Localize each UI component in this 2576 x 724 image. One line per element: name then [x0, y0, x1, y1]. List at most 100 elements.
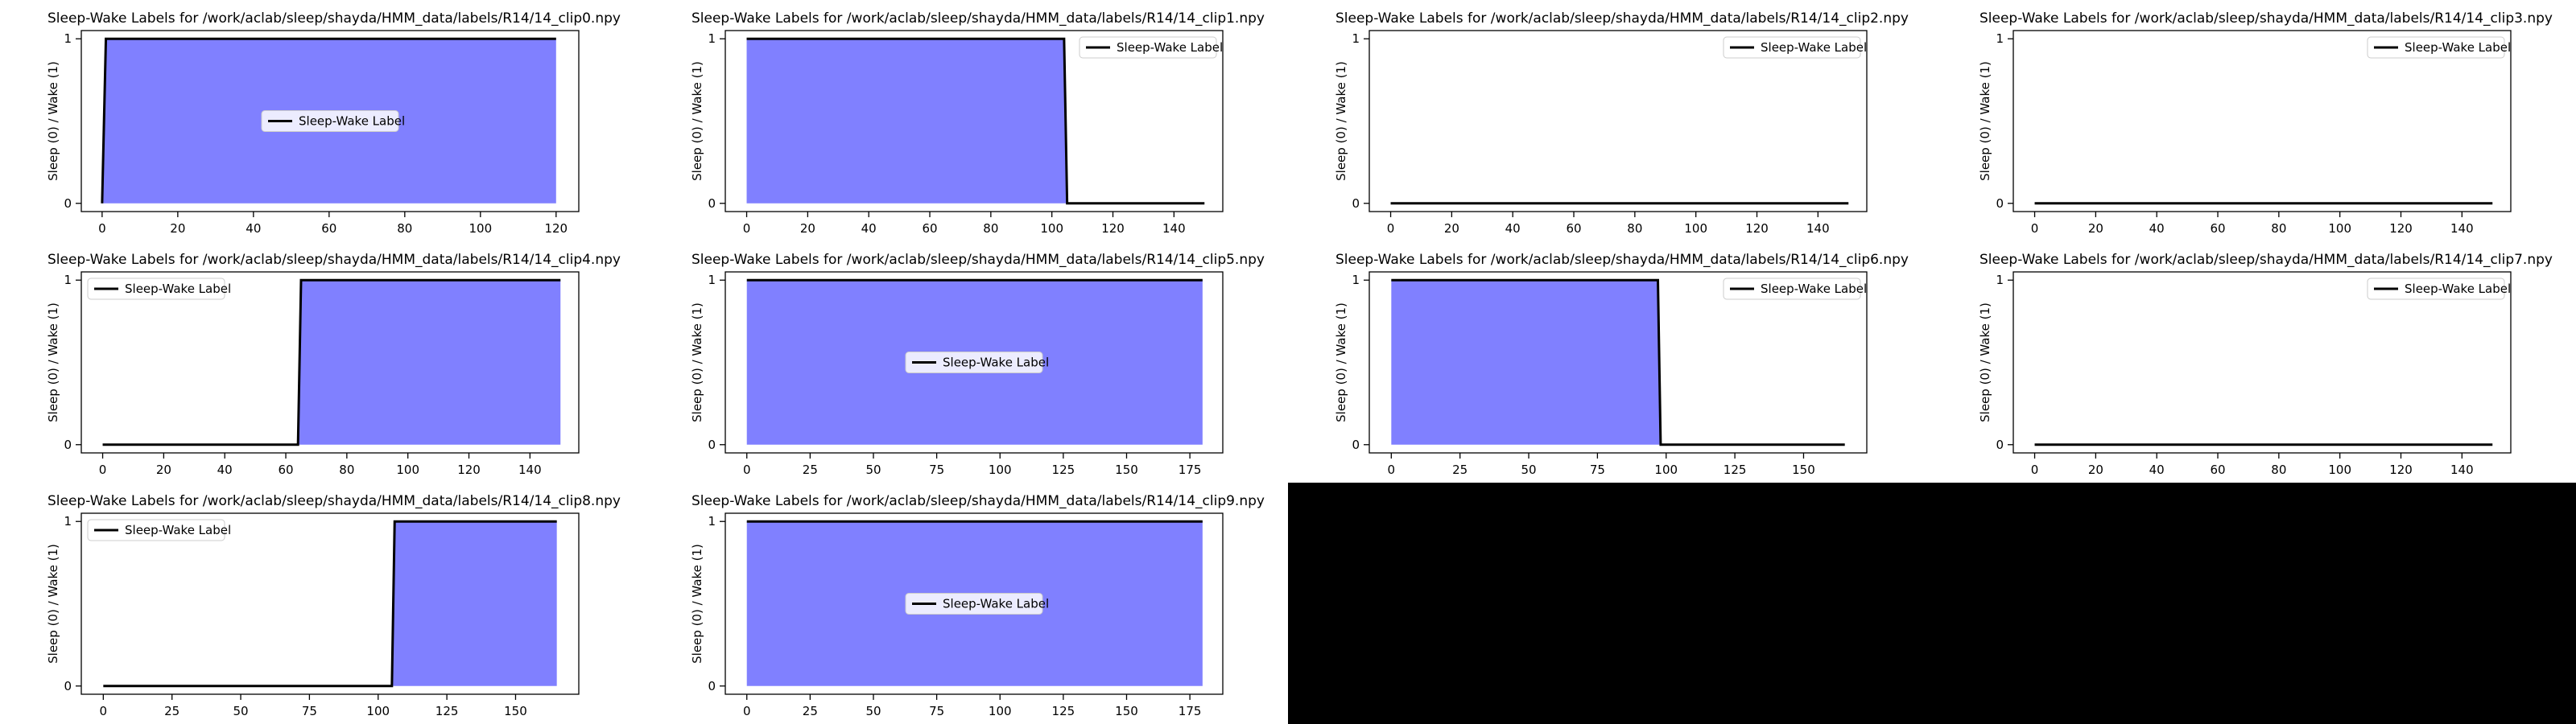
wake-area-fill: [103, 521, 557, 686]
axes-frame: [80, 512, 580, 695]
legend-label: Sleep-Wake Label: [299, 114, 405, 129]
x-tick-label: 100: [1684, 221, 1707, 236]
y-axis-label: Sleep (0) / Wake (1): [46, 544, 60, 664]
x-tick-label: 60: [2210, 463, 2225, 477]
legend-box: [905, 593, 1043, 615]
series-line: [746, 37, 1205, 205]
x-tick-label: 140: [2450, 221, 2474, 236]
legend-box: [261, 110, 399, 132]
x-tick-label: 125: [1052, 463, 1075, 477]
x-tick-label: 0: [743, 221, 751, 236]
x-tick-label: 100: [989, 704, 1012, 718]
y-tick-label: 1: [1352, 273, 1360, 287]
series-line: [1391, 278, 1845, 446]
x-tick-label: 0: [743, 463, 751, 477]
x-tick-label: 80: [1627, 221, 1642, 236]
chart-title: Sleep-Wake Labels for /work/aclab/sleep/…: [691, 10, 1265, 27]
x-tick-label: 100: [469, 221, 492, 236]
legend-box: [905, 352, 1043, 373]
y-tick-label: 1: [1996, 273, 2004, 287]
legend-label: Sleep-Wake Label: [1761, 40, 1867, 55]
x-tick-label: 0: [1388, 463, 1396, 477]
y-tick-label: 0: [1996, 438, 2004, 452]
x-tick-label: 40: [861, 221, 877, 236]
x-tick-label: 125: [1724, 463, 1747, 477]
x-tick-label: 125: [436, 704, 459, 718]
axes-frame: [724, 30, 1224, 212]
x-tick-label: 40: [246, 221, 261, 236]
legend-box: [87, 519, 225, 541]
x-tick-label: 60: [321, 221, 336, 236]
x-tick-label: 150: [1792, 463, 1815, 477]
legend-box: [2367, 278, 2505, 300]
x-tick-label: 120: [2389, 463, 2413, 477]
legend: Sleep-Wake Label: [2367, 278, 2511, 300]
legend: Sleep-Wake Label: [2367, 36, 2511, 59]
x-tick-label: 0: [2031, 463, 2039, 477]
x-tick-label: 40: [2149, 463, 2165, 477]
y-tick-label: 0: [64, 196, 72, 211]
legend: Sleep-Wake Label: [905, 593, 1049, 615]
axes-frame: [724, 271, 1224, 454]
x-tick-label: 0: [1387, 221, 1395, 236]
subplot-0: Sleep-Wake Labels for /work/aclab/sleep/…: [46, 10, 621, 236]
legend-box: [2367, 36, 2505, 59]
x-tick-label: 120: [1745, 221, 1769, 236]
y-tick-label: 0: [708, 679, 716, 693]
axes-frame: [80, 30, 580, 212]
y-tick-label: 0: [1352, 438, 1360, 452]
x-tick-label: 175: [1179, 463, 1202, 477]
y-axis-label: Sleep (0) / Wake (1): [690, 544, 704, 664]
x-tick-label: 75: [929, 463, 944, 477]
x-tick-label: 150: [504, 704, 527, 718]
wake-area-fill: [102, 280, 561, 445]
x-tick-label: 40: [217, 463, 233, 477]
axes-frame: [2013, 271, 2512, 454]
x-tick-label: 140: [2450, 463, 2474, 477]
legend-label: Sleep-Wake Label: [125, 282, 231, 296]
x-tick-label: 140: [1806, 221, 1830, 236]
x-tick-label: 80: [397, 221, 412, 236]
y-axis-label: Sleep (0) / Wake (1): [1334, 302, 1348, 422]
x-tick-label: 0: [98, 221, 106, 236]
x-tick-label: 100: [2328, 463, 2351, 477]
x-tick-label: 80: [2271, 463, 2286, 477]
axes-frame: [2013, 30, 2512, 212]
y-tick-label: 1: [1352, 31, 1360, 46]
x-tick-label: 0: [2031, 221, 2039, 236]
series-line: [103, 520, 557, 688]
legend: Sleep-Wake Label: [87, 519, 231, 541]
legend: Sleep-Wake Label: [87, 278, 231, 300]
y-axis-label: Sleep (0) / Wake (1): [1978, 61, 1992, 181]
x-tick-label: 100: [1040, 221, 1063, 236]
x-tick-label: 0: [99, 463, 107, 477]
x-tick-label: 60: [2210, 221, 2225, 236]
chart-title: Sleep-Wake Labels for /work/aclab/sleep/…: [47, 493, 621, 509]
subplot-2: Sleep-Wake Labels for /work/aclab/sleep/…: [1334, 10, 1909, 236]
legend-label: Sleep-Wake Label: [1761, 282, 1867, 296]
x-tick-label: 150: [1115, 704, 1138, 718]
x-tick-label: 60: [278, 463, 293, 477]
x-tick-label: 120: [2389, 221, 2413, 236]
legend-box: [87, 278, 225, 300]
y-tick-label: 0: [1352, 196, 1360, 211]
x-tick-label: 140: [518, 463, 542, 477]
y-axis-label: Sleep (0) / Wake (1): [690, 61, 704, 181]
x-tick-label: 120: [1101, 221, 1125, 236]
x-tick-label: 0: [743, 704, 751, 718]
x-tick-label: 100: [2328, 221, 2351, 236]
x-tick-label: 20: [156, 463, 171, 477]
legend-box: [1723, 278, 1861, 300]
subplot-6: Sleep-Wake Labels for /work/aclab/sleep/…: [1334, 252, 1909, 477]
y-tick-label: 1: [1996, 31, 2004, 46]
legend-label: Sleep-Wake Label: [125, 523, 231, 537]
x-tick-label: 125: [1052, 704, 1075, 718]
empty-figure-area: [1288, 483, 2576, 724]
legend-label: Sleep-Wake Label: [2405, 40, 2511, 55]
chart-title: Sleep-Wake Labels for /work/aclab/sleep/…: [1335, 252, 1909, 268]
legend: Sleep-Wake Label: [261, 110, 405, 132]
y-axis-label: Sleep (0) / Wake (1): [1978, 302, 1992, 422]
y-tick-label: 1: [64, 514, 72, 529]
x-tick-label: 75: [929, 704, 944, 718]
chart-title: Sleep-Wake Labels for /work/aclab/sleep/…: [47, 10, 621, 27]
